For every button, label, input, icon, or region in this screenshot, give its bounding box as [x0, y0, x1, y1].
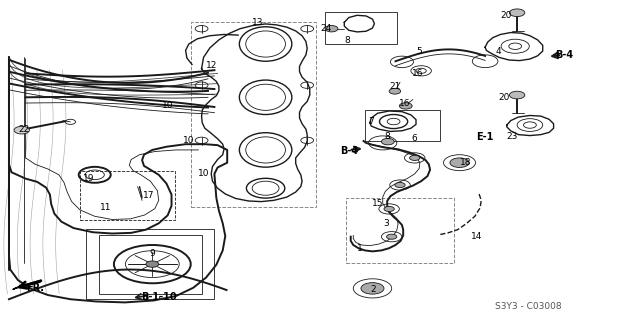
Text: 8: 8 — [385, 132, 390, 141]
Bar — [80, 171, 175, 220]
Bar — [325, 12, 397, 44]
Circle shape — [14, 126, 29, 134]
Text: 24: 24 — [321, 24, 332, 33]
Text: 23: 23 — [506, 132, 518, 141]
Circle shape — [384, 206, 394, 211]
Text: 20: 20 — [499, 93, 510, 102]
Circle shape — [450, 158, 469, 167]
Text: 10: 10 — [183, 136, 195, 145]
Text: 5: 5 — [417, 47, 422, 56]
Text: 11: 11 — [100, 204, 111, 212]
Text: 2: 2 — [371, 285, 376, 294]
Circle shape — [389, 88, 401, 94]
Text: 22: 22 — [19, 125, 30, 134]
Text: B-4: B-4 — [556, 50, 573, 60]
Text: 13: 13 — [252, 18, 263, 27]
Bar — [346, 198, 454, 263]
Polygon shape — [13, 280, 42, 290]
Circle shape — [381, 138, 394, 145]
Circle shape — [395, 182, 405, 188]
Text: 10: 10 — [162, 101, 173, 110]
Text: 4: 4 — [495, 47, 500, 56]
Text: S3Y3 - C03008: S3Y3 - C03008 — [495, 302, 561, 311]
Circle shape — [399, 103, 412, 109]
Bar — [99, 235, 202, 294]
Circle shape — [387, 234, 397, 239]
Text: 14: 14 — [471, 232, 483, 241]
Text: 10: 10 — [198, 169, 209, 178]
Circle shape — [509, 9, 525, 17]
Text: 15: 15 — [372, 199, 383, 208]
Circle shape — [325, 26, 338, 32]
Text: FR.: FR. — [26, 283, 44, 293]
Text: 21: 21 — [389, 82, 401, 91]
Circle shape — [361, 283, 384, 294]
Circle shape — [410, 155, 420, 160]
Text: 3: 3 — [383, 219, 388, 228]
Text: 16: 16 — [412, 69, 424, 78]
Text: B-1-10: B-1-10 — [141, 292, 177, 302]
Text: 1: 1 — [357, 244, 362, 253]
Bar — [365, 110, 440, 141]
Text: 20: 20 — [500, 11, 511, 20]
Circle shape — [146, 261, 159, 267]
Text: 16: 16 — [399, 99, 410, 108]
Text: 9: 9 — [150, 249, 155, 258]
Bar — [86, 229, 214, 299]
Text: 6: 6 — [412, 134, 417, 143]
Text: E-1: E-1 — [476, 131, 494, 142]
Bar — [191, 22, 316, 207]
Text: 18: 18 — [460, 158, 472, 167]
Circle shape — [509, 91, 525, 99]
Text: 17: 17 — [143, 191, 154, 200]
Text: B-4: B-4 — [340, 146, 358, 156]
Text: 7: 7 — [369, 117, 374, 126]
Text: 12: 12 — [205, 61, 217, 70]
Text: 8: 8 — [345, 36, 350, 45]
Text: 19: 19 — [83, 174, 94, 183]
